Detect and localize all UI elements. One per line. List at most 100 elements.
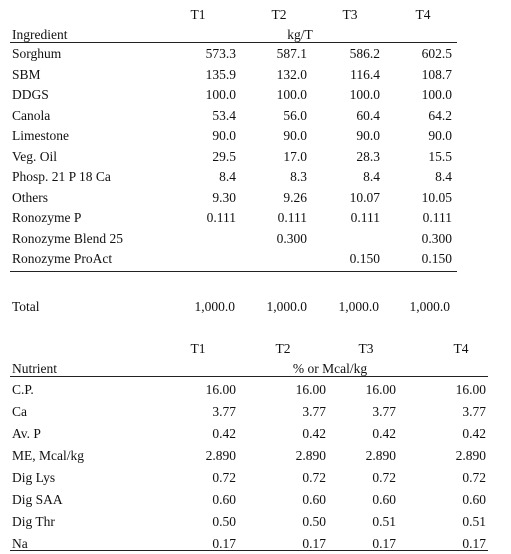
nutrient-t3-header: T3 — [358, 341, 374, 356]
ingredient-cell-t4: 0.300 — [421, 230, 452, 246]
nutrient-cell-t4: 16.00 — [455, 382, 486, 397]
ingredient-cell-t3: 116.4 — [350, 66, 380, 82]
ingredient-cell-t3: 0.111 — [350, 210, 380, 225]
total-t1: 1,000.0 — [194, 299, 236, 314]
ingredient-cell-t2: 132.0 — [276, 66, 307, 82]
nutrient-cell-t3: 3.77 — [372, 404, 396, 419]
ingredient-cell-t3: 586.2 — [349, 46, 380, 61]
nutrient-cell-t4: 0.60 — [462, 492, 486, 507]
ingredient-cell-t1: 573.3 — [205, 46, 236, 61]
ingredient-cell-t2: 0.300 — [276, 230, 307, 246]
nutrient-cell-t2: 0.17 — [302, 536, 326, 551]
ingredient-cell-t3: 10.07 — [349, 189, 380, 205]
nutrient-cell-t1: 16.00 — [205, 382, 236, 397]
ingredient-cell-t3: 28.3 — [356, 148, 380, 164]
ingredient-cell-t1: 100.0 — [205, 87, 236, 102]
t1-header: T1 — [190, 7, 206, 22]
ingredient-name: DDGS — [12, 87, 49, 102]
ingredient-header: Ingredient — [12, 27, 68, 42]
nutrient-bottom-rule — [10, 550, 488, 551]
ingredient-name: Veg. Oil — [12, 148, 57, 164]
ingredient-name: Others — [12, 189, 48, 205]
nutrient-cell-t4: 2.890 — [455, 448, 486, 463]
header-rule — [10, 42, 457, 43]
ingredient-cell-t1: 8.4 — [219, 169, 236, 184]
ingredient-cell-t4: 602.5 — [421, 46, 452, 61]
ingredient-cell-t4: 108.7 — [421, 66, 452, 82]
nutrient-cell-t1: 0.17 — [212, 536, 236, 551]
ingredient-cell-t2: 8.3 — [290, 169, 307, 184]
ingredient-cell-t1: 135.9 — [205, 66, 236, 82]
nutrient-cell-t3: 2.890 — [365, 448, 396, 463]
nutrient-cell-t4: 3.77 — [462, 404, 486, 419]
nutrient-cell-t2: 0.60 — [302, 492, 326, 507]
total-t2: 1,000.0 — [266, 299, 308, 314]
nutrient-cell-t1: 0.50 — [212, 514, 236, 529]
nutrient-name: Av. P — [12, 426, 41, 441]
nutrient-name: Dig Lys — [12, 470, 56, 485]
t4-header: T4 — [415, 7, 431, 22]
nutrient-name: Na — [12, 536, 28, 551]
nutrient-cell-t2: 16.00 — [295, 382, 326, 397]
ingredient-name: Ronozyme Blend 25 — [12, 230, 123, 246]
nutrient-name: Dig Thr — [12, 514, 55, 529]
nutrient-cell-t2: 3.77 — [302, 404, 326, 419]
ingredient-cell-t2: 0.111 — [277, 210, 307, 225]
nutrient-cell-t3: 16.00 — [365, 382, 396, 397]
nutrient-cell-t1: 2.890 — [205, 448, 236, 463]
ingredient-cell-t2: 17.0 — [283, 148, 307, 164]
nutrient-cell-t3: 0.42 — [372, 426, 396, 441]
nutrient-cell-t1: 0.72 — [212, 470, 236, 485]
total-t4: 1,000.0 — [409, 299, 451, 314]
ingredient-cell-t4: 64.2 — [428, 107, 452, 123]
ingredient-cell-t4: 0.111 — [422, 210, 452, 225]
ingredient-cell-t4: 8.4 — [435, 169, 452, 184]
ingredient-cell-t2: 56.0 — [283, 107, 307, 123]
ingredient-cell-t1: 9.30 — [212, 189, 236, 205]
nutrient-cell-t3: 0.72 — [372, 470, 396, 485]
nutrient-name: C.P. — [12, 382, 34, 397]
ingredient-name: Sorghum — [12, 46, 62, 61]
ingredient-cell-t2: 100.0 — [276, 87, 307, 102]
nutrient-cell-t1: 0.60 — [212, 492, 236, 507]
ingredient-cell-t3: 90.0 — [356, 128, 380, 143]
ingredient-cell-t1: 90.0 — [212, 128, 236, 143]
nutrient-cell-t3: 0.51 — [372, 514, 396, 529]
total-t3: 1,000.0 — [338, 299, 380, 314]
ingredient-name: Limestone — [12, 128, 69, 143]
ingredient-name: Phosp. 21 P 18 Ca — [12, 169, 111, 184]
table-bottom-rule — [10, 271, 457, 272]
ingredient-cell-t4: 90.0 — [428, 128, 452, 143]
ingredient-cell-t4: 10.05 — [421, 189, 452, 205]
nutrient-cell-t4: 0.17 — [462, 536, 486, 551]
nutrient-cell-t4: 0.72 — [462, 470, 486, 485]
ingredient-cell-t1: 53.4 — [212, 107, 236, 123]
t2-header: T2 — [271, 7, 287, 22]
unit-header: kg/T — [287, 27, 313, 42]
nutrient-cell-t3: 0.17 — [372, 536, 396, 551]
nutrient-cell-t2: 2.890 — [295, 448, 326, 463]
nutrient-t2-header: T2 — [275, 341, 291, 356]
nutrient-header-rule — [10, 376, 488, 377]
ingredient-cell-t2: 90.0 — [283, 128, 307, 143]
ingredient-name: SBM — [12, 66, 41, 82]
nutrient-cell-t2: 0.42 — [302, 426, 326, 441]
ingredient-cell-t4: 100.0 — [421, 87, 452, 102]
ingredient-cell-t3: 100.0 — [349, 87, 380, 102]
nutrient-cell-t3: 0.60 — [372, 492, 396, 507]
ingredient-cell-t3: 60.4 — [356, 107, 380, 123]
ingredient-cell-t4: 0.150 — [421, 251, 452, 266]
nutrient-name: ME, Mcal/kg — [12, 448, 84, 463]
nutrient-cell-t1: 3.77 — [212, 404, 236, 419]
ingredient-cell-t1: 0.111 — [206, 210, 236, 225]
ingredient-cell-t2: 587.1 — [276, 46, 307, 61]
ingredient-name: Canola — [12, 107, 51, 123]
nutrient-unit-header: % or Mcal/kg — [292, 361, 368, 376]
nutrient-cell-t4: 0.42 — [462, 426, 486, 441]
nutrient-cell-t4: 0.51 — [462, 514, 486, 529]
ingredient-cell-t1: 29.5 — [212, 148, 236, 164]
ingredient-cell-t4: 15.5 — [428, 148, 452, 164]
ingredient-cell-t3: 0.150 — [349, 251, 380, 266]
nutrient-header: Nutrient — [12, 361, 57, 376]
nutrient-cell-t2: 0.50 — [302, 514, 326, 529]
